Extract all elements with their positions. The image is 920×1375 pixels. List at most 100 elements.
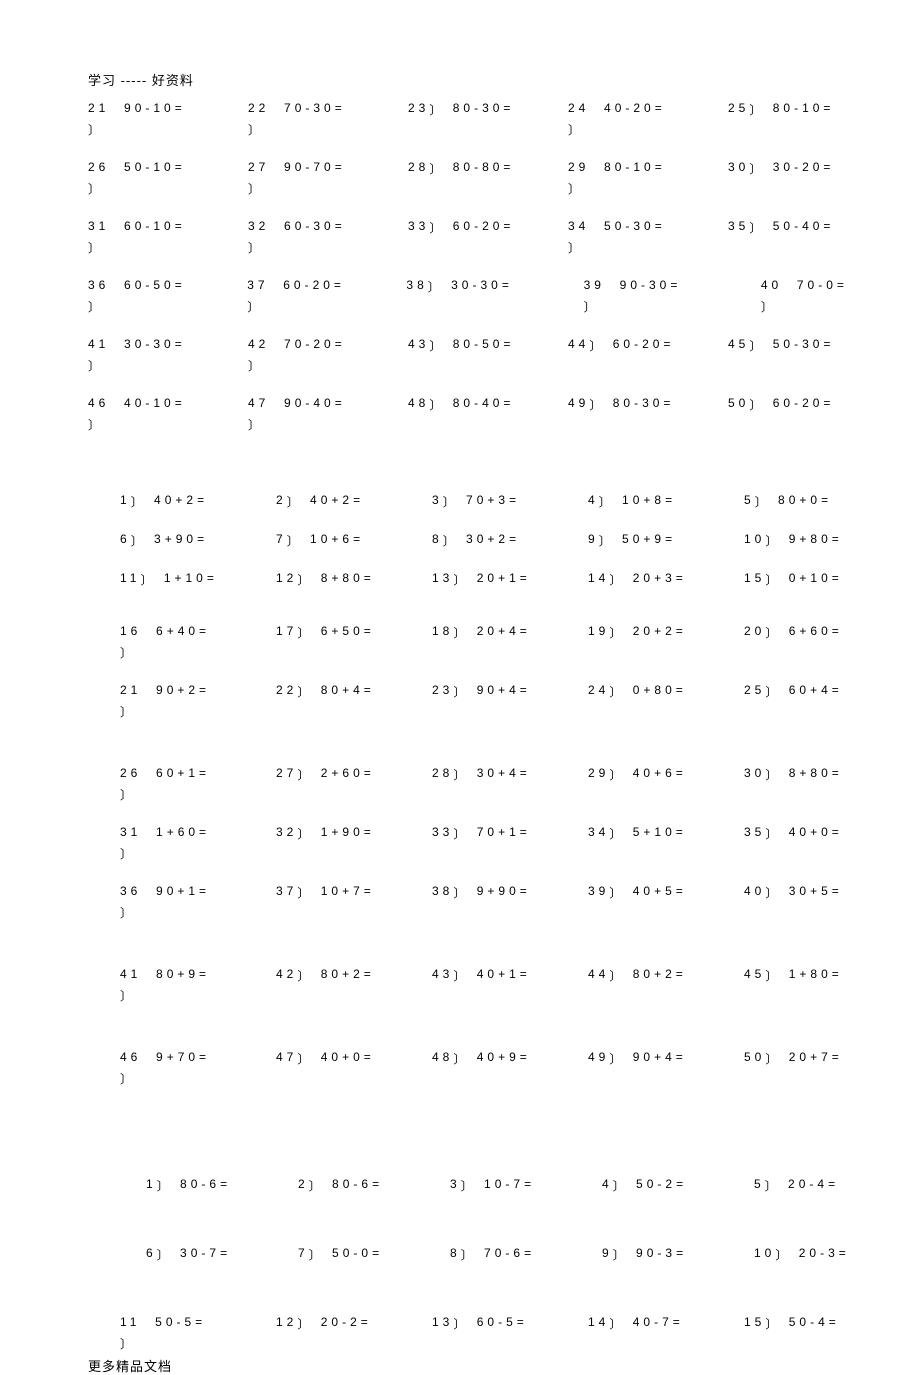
page-footer: 更多精品文档	[88, 1356, 920, 1375]
problem-number: 45	[744, 967, 765, 981]
problem-number: 3	[432, 493, 443, 507]
bracket-icon: 〕	[765, 825, 781, 842]
problem-expression: 30-30=	[124, 337, 186, 351]
problem-cell: 38〕 9+90=	[432, 884, 588, 901]
problem-expression: 10-7=	[484, 1177, 535, 1191]
problem-row: 1〕 80-6=2〕 80-6=3〕 10-7=4〕 50-2=5〕 20-4=	[0, 1177, 920, 1194]
problem-number: 34	[588, 825, 609, 839]
problem-cell: 21〕 90+2=	[120, 683, 276, 720]
problem-number: 21	[120, 683, 141, 697]
bracket-icon: 〕	[765, 884, 781, 901]
problem-number: 17	[276, 624, 297, 638]
problem-expression: 40+5=	[633, 884, 687, 898]
bracket-icon: 〕	[120, 1335, 140, 1352]
problem-cell: 43〕 80-50=	[408, 337, 568, 354]
section-g: 1〕 80-6=2〕 80-6=3〕 10-7=4〕 50-2=5〕 20-4=…	[0, 1177, 920, 1263]
problem-number: 11	[120, 1315, 140, 1329]
problem-row: 11〕 50-5=12〕 20-2=13〕 60-5=14〕 40-7=15〕 …	[0, 1315, 920, 1352]
problem-number: 37	[247, 278, 268, 292]
problem-expression: 40-7=	[633, 1315, 684, 1329]
problem-number: 13	[432, 571, 453, 585]
problem-number: 26	[88, 160, 109, 174]
problem-expression: 80-80=	[453, 160, 515, 174]
problem-expression: 80-6=	[332, 1177, 383, 1191]
problem-number: 7	[298, 1246, 309, 1260]
bracket-icon: 〕	[88, 121, 109, 138]
problem-number: 21	[88, 101, 109, 115]
problem-number: 9	[602, 1246, 613, 1260]
section-c: 16〕 6+40=17〕 6+50=18〕 20+4=19〕 20+2=20〕 …	[0, 624, 920, 720]
problem-expression: 80-30=	[613, 396, 675, 410]
problem-cell: 8〕 30+2=	[432, 532, 588, 549]
problem-cell: 14〕 40-7=	[588, 1315, 744, 1332]
problem-cell: 10〕 20-3=	[754, 1246, 906, 1263]
bracket-icon: 〕	[749, 101, 765, 118]
bracket-icon: 〕	[609, 571, 625, 588]
bracket-icon: 〕	[297, 571, 313, 588]
problem-number: 37	[276, 884, 297, 898]
bracket-icon: 〕	[297, 1050, 313, 1067]
problem-number: 7	[276, 532, 287, 546]
problem-expression: 2+60=	[321, 766, 375, 780]
problem-expression: 40+1=	[477, 967, 531, 981]
problem-expression: 60-20=	[283, 278, 345, 292]
problem-row: 6〕 30-7=7〕 50-0=8〕 70-6=9〕 90-3=10〕 20-3…	[0, 1246, 920, 1263]
bracket-icon: 〕	[775, 1246, 791, 1263]
bracket-icon: 〕	[88, 298, 109, 315]
problem-number: 41	[88, 337, 109, 351]
problem-cell: 18〕 20+4=	[432, 624, 588, 641]
problem-cell: 46〕 9+70=	[120, 1050, 276, 1087]
problem-number: 36	[120, 884, 141, 898]
bracket-icon: 〕	[461, 1246, 477, 1263]
problem-cell: 17〕 6+50=	[276, 624, 432, 641]
problem-cell: 11〕 1+10=	[120, 571, 276, 588]
problem-row: 46〕 40-10=47〕 90-40=48〕 80-40=49〕 80-30=…	[0, 396, 920, 433]
problem-expression: 3+90=	[154, 532, 208, 546]
problem-cell: 16〕 6+40=	[120, 624, 276, 661]
problem-expression: 1+80=	[789, 967, 843, 981]
page: 学习 ----- 好资料 21〕 90-10=22〕 70-30=23〕 80-…	[0, 0, 920, 1375]
bracket-icon: 〕	[88, 239, 109, 256]
problem-cell: 23〕 80-30=	[408, 101, 568, 118]
problem-number: 5	[754, 1177, 765, 1191]
problem-expression: 40-10=	[124, 396, 186, 410]
problem-cell: 14〕 20+3=	[588, 571, 744, 588]
problem-cell: 37〕 10+7=	[276, 884, 432, 901]
problem-number: 26	[120, 766, 141, 780]
bracket-icon: 〕	[461, 1177, 477, 1194]
problem-expression: 40+2=	[154, 493, 208, 507]
bracket-icon: 〕	[297, 1315, 313, 1332]
problem-cell: 2〕 40+2=	[276, 493, 432, 510]
problem-cell: 37〕 60-20=	[247, 278, 406, 315]
problem-row: 21〕 90+2=22〕 80+4=23〕 90+4=24〕 0+80=25〕 …	[0, 683, 920, 720]
problem-expression: 80-30=	[453, 101, 515, 115]
bracket-icon: 〕	[749, 160, 765, 177]
problem-cell: 38〕 30-30=	[406, 278, 565, 295]
section-e: 41〕 80+9=42〕 80+2=43〕 40+1=44〕 80+2=45〕 …	[0, 967, 920, 1004]
problem-expression: 60-5=	[477, 1315, 528, 1329]
problem-number: 12	[276, 1315, 297, 1329]
problem-expression: 80-40=	[453, 396, 515, 410]
problem-cell: 1〕 40+2=	[120, 493, 276, 510]
problem-cell: 3〕 10-7=	[450, 1177, 602, 1194]
problem-cell: 1〕 80-6=	[146, 1177, 298, 1194]
problem-number: 16	[120, 624, 141, 638]
problem-number: 14	[588, 1315, 609, 1329]
problem-number: 4	[588, 493, 599, 507]
problem-number: 43	[432, 967, 453, 981]
problem-number: 39	[584, 278, 605, 292]
problem-cell: 36〕 90+1=	[120, 884, 276, 921]
problem-row: 31〕 60-10=32〕 60-30=33〕 60-20=34〕 50-30=…	[0, 219, 920, 256]
bracket-icon: 〕	[765, 766, 781, 783]
problem-number: 44	[588, 967, 609, 981]
problem-number: 8	[450, 1246, 461, 1260]
bracket-icon: 〕	[609, 825, 625, 842]
problem-expression: 90-3=	[636, 1246, 687, 1260]
problem-number: 6	[120, 532, 131, 546]
problem-expression: 20-2=	[321, 1315, 372, 1329]
problem-expression: 8+80=	[321, 571, 375, 585]
problem-expression: 70+1=	[477, 825, 531, 839]
bracket-icon: 〕	[589, 337, 605, 354]
problem-cell: 47〕 40+0=	[276, 1050, 432, 1067]
problem-expression: 60-20=	[773, 396, 835, 410]
